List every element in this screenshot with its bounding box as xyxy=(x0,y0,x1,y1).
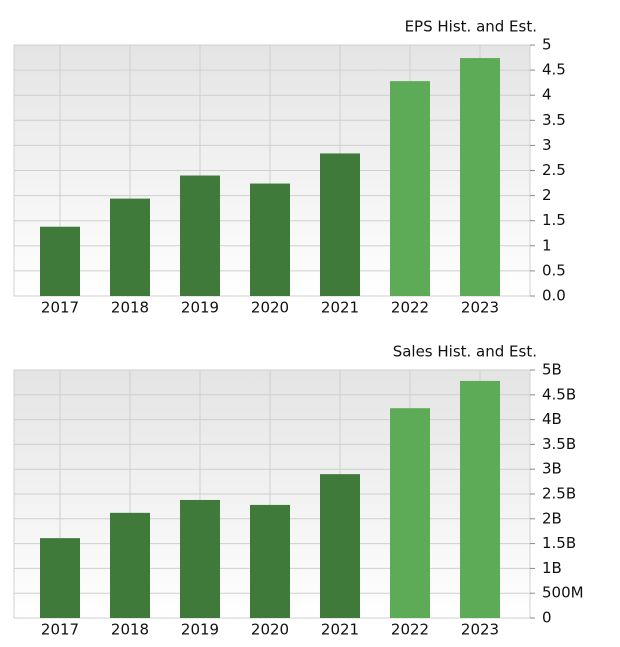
bar xyxy=(250,183,290,296)
y-tick-label: 1B xyxy=(542,559,562,577)
y-tick-label: 3 xyxy=(542,136,552,154)
bar xyxy=(40,226,80,296)
x-tick-label: 2021 xyxy=(321,621,359,639)
x-tick-label: 2020 xyxy=(251,621,289,639)
x-tick-label: 2018 xyxy=(111,299,149,317)
chart-title: EPS Hist. and Est. xyxy=(405,18,537,36)
y-tick-label: 4B xyxy=(542,410,562,428)
x-tick-label: 2017 xyxy=(41,621,79,639)
y-tick-label: 4.5 xyxy=(542,61,566,79)
bar xyxy=(180,499,220,618)
x-tick-label: 2022 xyxy=(391,621,429,639)
bar xyxy=(110,512,150,618)
x-tick-label: 2019 xyxy=(181,299,219,317)
bar xyxy=(180,175,220,296)
y-tick-label: 4.5B xyxy=(542,385,576,403)
y-tick-label: 2 xyxy=(542,186,552,204)
y-tick-label: 500M xyxy=(542,584,584,602)
x-tick-label: 2023 xyxy=(461,621,499,639)
x-tick-label: 2019 xyxy=(181,621,219,639)
bar xyxy=(460,58,500,296)
y-tick-label: 1.5 xyxy=(542,211,566,229)
y-tick-label: 3.5 xyxy=(542,111,566,129)
chart-title: Sales Hist. and Est. xyxy=(393,343,537,361)
y-tick-label: 5 xyxy=(542,36,552,54)
y-tick-label: 1.5B xyxy=(542,534,576,552)
x-tick-label: 2023 xyxy=(461,299,499,317)
bar xyxy=(390,408,430,618)
y-tick-label: 5B xyxy=(542,361,562,379)
x-tick-label: 2020 xyxy=(251,299,289,317)
bar xyxy=(250,504,290,618)
y-tick-label: 2.5B xyxy=(542,485,576,503)
bar xyxy=(390,81,430,296)
y-tick-label: 3B xyxy=(542,460,562,478)
y-tick-label: 4 xyxy=(542,86,552,104)
bar xyxy=(320,474,360,618)
y-tick-label: 2.5 xyxy=(542,161,566,179)
y-tick-label: 0.0 xyxy=(542,287,566,305)
y-tick-label: 2B xyxy=(542,509,562,527)
x-tick-label: 2017 xyxy=(41,299,79,317)
y-tick-label: 1 xyxy=(542,236,552,254)
x-tick-label: 2022 xyxy=(391,299,429,317)
y-tick-label: 0.5 xyxy=(542,261,566,279)
bar xyxy=(40,538,80,618)
x-tick-label: 2021 xyxy=(321,299,359,317)
bar xyxy=(110,198,150,296)
bar xyxy=(320,153,360,296)
bar xyxy=(460,380,500,618)
x-tick-label: 2018 xyxy=(111,621,149,639)
y-tick-label: 0 xyxy=(542,609,552,627)
y-tick-label: 3.5B xyxy=(542,435,576,453)
